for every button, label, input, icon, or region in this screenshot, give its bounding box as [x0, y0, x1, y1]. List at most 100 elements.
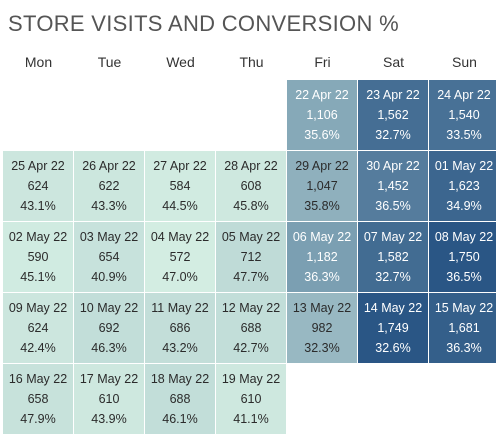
cell-visits: 1,452	[377, 179, 409, 193]
heatmap-cell: 02 May 22 590 45.1%	[3, 222, 73, 292]
cell-date: 24 Apr 22	[437, 88, 491, 102]
heatmap-cell: 28 Apr 22 608 45.8%	[216, 151, 286, 221]
heatmap-cell: 18 May 22 688 46.1%	[145, 364, 215, 434]
cell-visits: 622	[98, 179, 120, 193]
cell-date: 01 May 22	[434, 159, 494, 173]
day-header-thu: Thu	[239, 54, 264, 70]
day-header-sun: Sun	[452, 54, 477, 70]
cell-visits: 590	[27, 250, 49, 264]
cell-conversion: 36.3%	[304, 270, 340, 284]
cell-conversion: 35.8%	[304, 199, 340, 213]
heatmap-cell: 03 May 22 654 40.9%	[74, 222, 144, 292]
day-headers: Mon Tue Wed Thu Fri Sat Sun	[0, 54, 496, 74]
chart-title: STORE VISITS AND CONVERSION %	[8, 11, 399, 36]
cell-conversion: 36.3%	[446, 341, 482, 355]
heatmap-cell: 19 May 22 610 41.1%	[216, 364, 286, 434]
day-header-mon: Mon	[24, 54, 53, 70]
cell-conversion: 43.2%	[162, 341, 198, 355]
cell-visits: 686	[169, 321, 191, 335]
cell-conversion: 45.8%	[233, 199, 269, 213]
cell-visits: 1,681	[448, 321, 480, 335]
cell-conversion: 41.1%	[233, 412, 269, 426]
cell-date: 29 Apr 22	[295, 159, 349, 173]
cell-visits: 610	[98, 392, 120, 406]
cell-conversion: 43.1%	[20, 199, 56, 213]
cell-conversion: 32.6%	[375, 341, 411, 355]
heatmap-cell: 07 May 22 1,582 32.7%	[358, 222, 428, 292]
heatmap-cell: 10 May 22 692 46.3%	[74, 293, 144, 363]
cell-date: 23 Apr 22	[366, 88, 420, 102]
cell-visits: 610	[240, 392, 262, 406]
cell-visits: 712	[240, 250, 262, 264]
heatmap-cell: 16 May 22 658 47.9%	[3, 364, 73, 434]
cell-visits: 1,750	[448, 250, 480, 264]
cell-visits: 1,582	[377, 250, 409, 264]
day-header-sat: Sat	[382, 54, 404, 70]
heatmap-cell: 06 May 22 1,182 36.3%	[287, 222, 357, 292]
cell-visits: 688	[169, 392, 191, 406]
cell-conversion: 33.5%	[446, 128, 482, 142]
cell-visits: 624	[27, 179, 49, 193]
cell-conversion: 44.5%	[162, 199, 198, 213]
cell-visits: 1,749	[377, 321, 409, 335]
heatmap-cell: 13 May 22 982 32.3%	[287, 293, 357, 363]
cell-conversion: 32.7%	[375, 128, 411, 142]
heatmap-cell: 22 Apr 22 1,106 35.6%	[287, 80, 357, 150]
cell-visits: 1,047	[306, 179, 338, 193]
cell-date: 07 May 22	[363, 230, 423, 244]
heatmap-cell: 14 May 22 1,749 32.6%	[358, 293, 428, 363]
cell-conversion: 46.1%	[162, 412, 198, 426]
cell-conversion: 36.5%	[375, 199, 411, 213]
cell-conversion: 47.7%	[233, 270, 269, 284]
cell-visits: 1,106	[306, 108, 338, 122]
cell-visits: 624	[27, 321, 49, 335]
cell-date: 26 Apr 22	[82, 159, 136, 173]
cell-visits: 692	[98, 321, 120, 335]
cell-conversion: 35.6%	[304, 128, 340, 142]
cell-date: 03 May 22	[79, 230, 139, 244]
cell-date: 09 May 22	[8, 301, 68, 315]
cell-date: 18 May 22	[150, 372, 210, 386]
day-header-tue: Tue	[97, 54, 122, 70]
heatmap-cell: 23 Apr 22 1,562 32.7%	[358, 80, 428, 150]
cell-conversion: 47.0%	[162, 270, 198, 284]
cell-visits: 608	[240, 179, 262, 193]
cell-date: 27 Apr 22	[153, 159, 207, 173]
heatmap-cell: 04 May 22 572 47.0%	[145, 222, 215, 292]
heatmap-cell: 05 May 22 712 47.7%	[216, 222, 286, 292]
day-header-wed: Wed	[166, 54, 195, 70]
cell-visits: 584	[169, 179, 191, 193]
heatmap-cell: 01 May 22 1,623 34.9%	[429, 151, 496, 221]
cell-visits: 1,623	[448, 179, 480, 193]
cell-conversion: 40.9%	[91, 270, 127, 284]
cell-visits: 1,182	[306, 250, 338, 264]
heatmap-cell: 25 Apr 22 624 43.1%	[3, 151, 73, 221]
cell-date: 17 May 22	[79, 372, 139, 386]
cell-date: 05 May 22	[221, 230, 281, 244]
heatmap-cell: 15 May 22 1,681 36.3%	[429, 293, 496, 363]
cell-date: 19 May 22	[221, 372, 281, 386]
cell-date: 11 May 22	[151, 301, 209, 315]
heatmap-cell: 09 May 22 624 42.4%	[3, 293, 73, 363]
cell-visits: 982	[311, 321, 333, 335]
cell-conversion: 32.7%	[375, 270, 411, 284]
cell-visits: 654	[98, 250, 120, 264]
heatmap-cell: 27 Apr 22 584 44.5%	[145, 151, 215, 221]
cell-conversion: 45.1%	[20, 270, 56, 284]
cell-conversion: 43.9%	[91, 412, 127, 426]
cell-conversion: 32.3%	[304, 341, 340, 355]
day-header-fri: Fri	[314, 54, 331, 70]
cell-visits: 572	[169, 250, 191, 264]
heatmap-cell: 29 Apr 22 1,047 35.8%	[287, 151, 357, 221]
cell-date: 13 May 22	[292, 301, 352, 315]
heatmap-cell: 26 Apr 22 622 43.3%	[74, 151, 144, 221]
cell-date: 10 May 22	[79, 301, 139, 315]
cell-conversion: 34.9%	[446, 199, 482, 213]
cell-conversion: 42.4%	[20, 341, 56, 355]
heatmap-cell: 11 May 22 686 43.2%	[145, 293, 215, 363]
cell-date: 08 May 22	[434, 230, 494, 244]
cell-conversion: 43.3%	[91, 199, 127, 213]
heatmap-cell: 17 May 22 610 43.9%	[74, 364, 144, 434]
cell-conversion: 42.7%	[233, 341, 269, 355]
